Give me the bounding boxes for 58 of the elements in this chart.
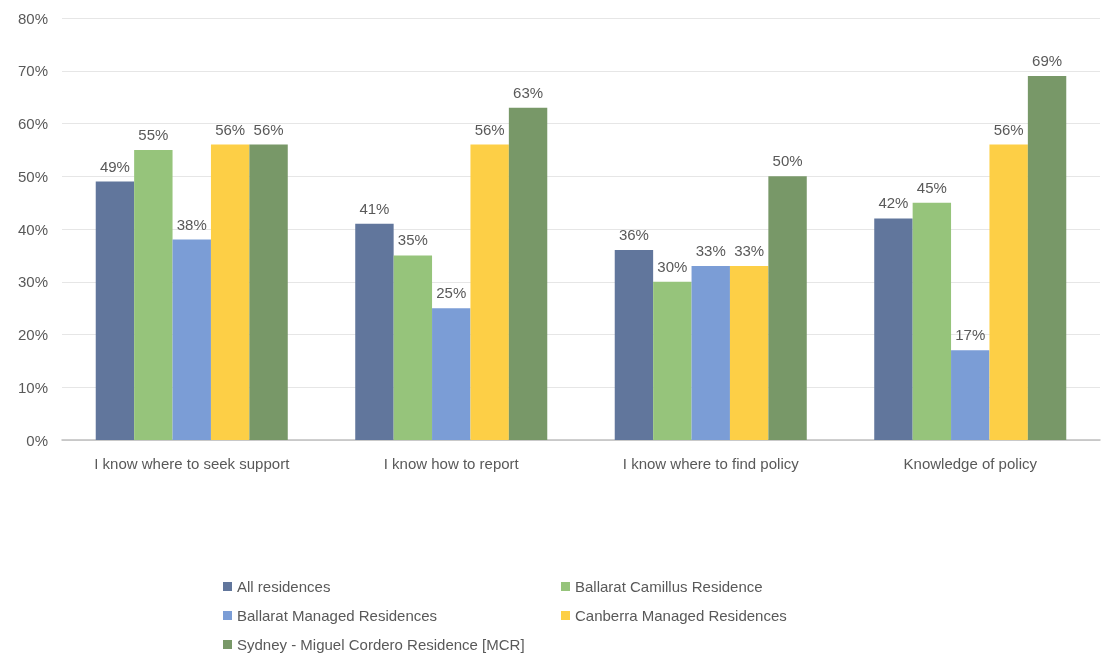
bar (355, 223, 394, 440)
x-tick-label: I know how to report (383, 455, 520, 472)
y-tick-label: 20% (17, 326, 48, 343)
x-tick-label: I know where to seek support (94, 455, 291, 472)
bar (614, 250, 654, 440)
data-label: 41% (359, 199, 390, 217)
data-label: 36% (618, 226, 649, 244)
y-tick-label: 50% (17, 167, 48, 185)
data-label: 38% (176, 215, 207, 233)
legend-label: Ballarat Camillus Residence (575, 578, 763, 595)
bar (432, 308, 471, 440)
bar (951, 350, 990, 440)
bar (393, 255, 433, 440)
data-label: 56% (474, 120, 505, 138)
data-label: 42% (878, 194, 909, 212)
data-label: 25% (436, 284, 467, 302)
bar (691, 265, 730, 440)
y-tick-label: 60% (17, 115, 48, 132)
y-tick-label: 30% (17, 273, 48, 291)
x-tick-label: Knowledge of policy (903, 455, 1038, 472)
bar (768, 176, 807, 440)
bar (912, 202, 952, 440)
y-tick-label: 80% (17, 9, 48, 27)
data-label: 33% (734, 241, 765, 259)
bar (653, 281, 692, 440)
legend-label: Ballarat Managed Residences (237, 607, 438, 624)
y-tick-label: 10% (17, 378, 48, 396)
data-label: 56% (993, 120, 1024, 138)
data-label: 33% (695, 241, 726, 259)
bar (874, 218, 913, 440)
data-label: 55% (138, 125, 169, 143)
bar (470, 144, 509, 440)
data-label: 35% (397, 231, 428, 249)
y-tick-label: 0% (26, 431, 48, 449)
bar (172, 239, 211, 440)
legend-label: All residences (237, 578, 331, 595)
data-label: 49% (99, 157, 130, 175)
bar (210, 144, 250, 440)
y-tick-label: 70% (17, 62, 48, 80)
data-label: 17% (955, 326, 986, 344)
data-label: 56% (253, 120, 284, 138)
bar (508, 107, 548, 440)
data-label: 30% (657, 257, 688, 275)
bar (95, 181, 135, 440)
bar (989, 144, 1028, 440)
data-label: 45% (916, 178, 947, 196)
bar (1027, 76, 1067, 440)
bar (249, 144, 288, 440)
bar (729, 265, 769, 440)
legend-label: Sydney - Miguel Cordero Residence [MCR] (237, 636, 525, 653)
x-tick-label: I know where to find policy (622, 455, 800, 472)
legend-label: Canberra Managed Residences (575, 607, 787, 624)
data-label: 63% (513, 83, 544, 101)
data-label: 50% (772, 152, 803, 170)
data-label: 69% (1032, 52, 1063, 70)
data-label: 56% (215, 120, 246, 138)
bar (134, 149, 173, 440)
y-tick-label: 40% (17, 220, 48, 238)
